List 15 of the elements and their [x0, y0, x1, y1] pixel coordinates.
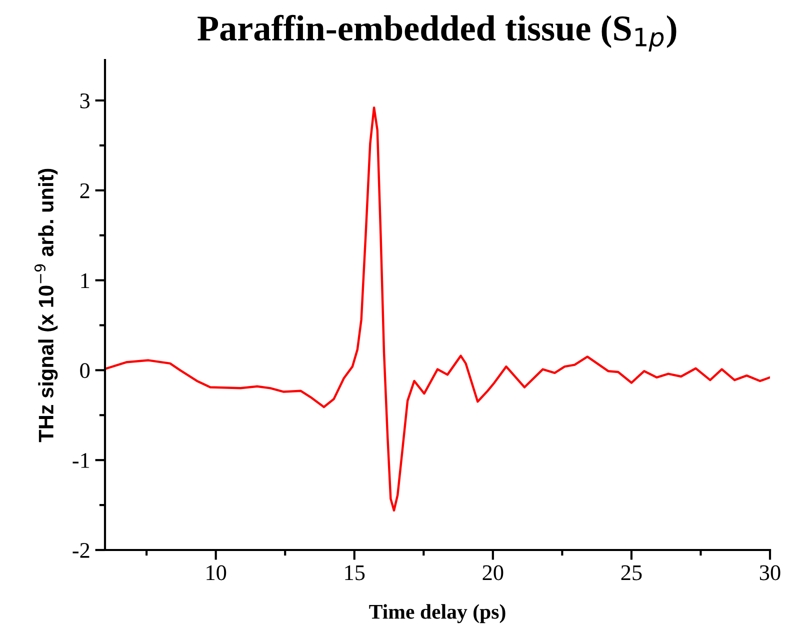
y-tick-label: -1	[72, 453, 90, 468]
x-tick-label: 30	[760, 565, 780, 580]
x-tick-label: 20	[482, 565, 504, 580]
line-series	[106, 106, 770, 512]
x-tick-label: 10	[206, 565, 226, 580]
y-tick-label: 0	[80, 363, 90, 378]
x-tick-label: 25	[621, 565, 642, 580]
chart-title: Paraffin-embedded tissue (S$_{1p}$)	[198, 14, 676, 52]
x-axis-title: Time delay (ps)	[369, 604, 506, 624]
y-tick-label: 1	[81, 273, 90, 288]
y-axis-title: THz signal (x 10$^{−9}$ arb. unit)	[34, 168, 58, 442]
y-tick-label: -2	[72, 542, 90, 558]
y-tick-label: 2	[80, 183, 90, 198]
x-tick-label: 15	[345, 565, 365, 580]
y-tick-label: 3	[80, 93, 90, 108]
